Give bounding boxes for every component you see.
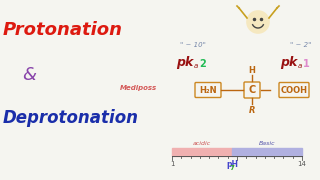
Text: a: a — [298, 63, 302, 69]
Text: 2: 2 — [199, 59, 206, 69]
Text: 1: 1 — [303, 59, 310, 69]
Bar — [232, 148, 302, 156]
Circle shape — [247, 11, 269, 33]
Text: a: a — [194, 63, 198, 69]
Text: Basic: Basic — [259, 141, 275, 146]
Text: Deprotonation: Deprotonation — [3, 109, 139, 127]
Bar — [172, 148, 232, 156]
Text: R: R — [249, 105, 255, 114]
Text: 1: 1 — [170, 161, 174, 167]
Text: pk: pk — [176, 55, 193, 69]
Text: H: H — [249, 66, 255, 75]
Text: COOH: COOH — [281, 86, 308, 94]
Text: Mediposs: Mediposs — [119, 85, 156, 91]
Text: H₂N: H₂N — [199, 86, 217, 94]
Text: 14: 14 — [298, 161, 307, 167]
Text: pH: pH — [226, 160, 238, 169]
Text: C: C — [248, 85, 256, 95]
Text: Protonation: Protonation — [3, 21, 123, 39]
Text: pk: pk — [280, 55, 297, 69]
Text: 7: 7 — [229, 165, 235, 171]
Text: acidic: acidic — [193, 141, 211, 146]
Text: &: & — [22, 66, 36, 84]
Text: " ~ 2": " ~ 2" — [290, 42, 311, 48]
Text: " ~ 10": " ~ 10" — [180, 42, 206, 48]
